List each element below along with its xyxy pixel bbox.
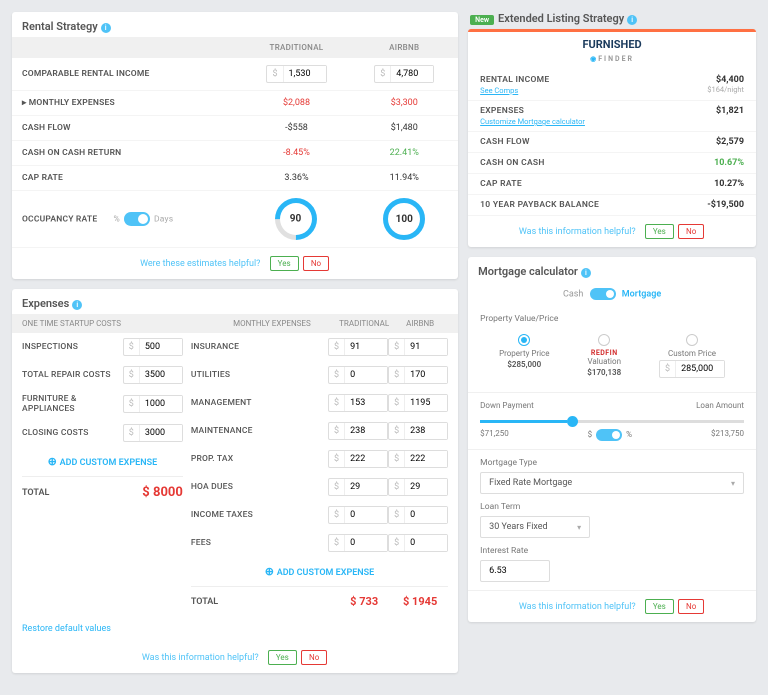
dp-slider[interactable] bbox=[480, 420, 744, 423]
maint-trad[interactable]: $ bbox=[328, 422, 388, 440]
custom-price-input[interactable]: $ bbox=[659, 360, 725, 378]
expenses-header: ONE TIME STARTUP COSTS MONTHLY EXPENSES … bbox=[12, 314, 458, 333]
info-icon[interactable]: i bbox=[627, 15, 637, 25]
no-button[interactable]: No bbox=[678, 599, 704, 614]
yes-button[interactable]: Yes bbox=[645, 224, 674, 239]
mc-tabs: Cash Mortgage bbox=[468, 282, 756, 306]
col-traditional: TRADITIONAL bbox=[243, 37, 351, 58]
occupancy-airbnb-gauge: 100 bbox=[383, 198, 425, 240]
opt-custom-price[interactable]: Custom Price$ bbox=[659, 334, 725, 378]
utilities-airbnb[interactable]: $ bbox=[388, 366, 448, 384]
rental-helpful: Were these estimates helpful? Yes No bbox=[12, 248, 458, 279]
inctax-trad[interactable]: $ bbox=[328, 506, 388, 524]
yes-button[interactable]: Yes bbox=[268, 650, 297, 665]
rental-strategy-card: Rental Strategyi TRADITIONALAIRBNB COMPA… bbox=[12, 12, 458, 279]
proptax-trad[interactable]: $ bbox=[328, 450, 388, 468]
insurance-airbnb[interactable]: $ bbox=[388, 338, 448, 356]
mortgage-calc-card: Mortgage calculatori Cash Mortgage Prope… bbox=[468, 257, 756, 622]
mc-helpful: Was this information helpful? Yes No bbox=[468, 591, 756, 622]
add-monthly-expense[interactable]: ADD CUSTOM EXPENSE bbox=[191, 557, 448, 586]
opt-redfin[interactable]: REDFINValuation$170,138 bbox=[587, 334, 621, 378]
mgmt-trad[interactable]: $ bbox=[328, 394, 388, 412]
insurance-trad[interactable]: $ bbox=[328, 338, 388, 356]
monthly-costs-col: INSURANCE$$ UTILITIES$$ MANAGEMENT$$ MAI… bbox=[191, 333, 448, 616]
add-startup-expense[interactable]: ADD CUSTOM EXPENSE bbox=[22, 447, 183, 476]
rental-title: Rental Strategyi bbox=[12, 12, 458, 37]
rental-table: TRADITIONALAIRBNB COMPARABLE RENTAL INCO… bbox=[12, 37, 458, 248]
no-button[interactable]: No bbox=[301, 650, 327, 665]
hoa-airbnb[interactable]: $ bbox=[388, 478, 448, 496]
no-button[interactable]: No bbox=[678, 224, 704, 239]
yes-button[interactable]: Yes bbox=[270, 256, 299, 271]
maint-airbnb[interactable]: $ bbox=[388, 422, 448, 440]
mgmt-airbnb[interactable]: $ bbox=[388, 394, 448, 412]
dollar-pct-toggle[interactable] bbox=[596, 429, 622, 441]
monthly-total-airbnb: $ 1945 bbox=[392, 595, 448, 608]
fees-airbnb[interactable]: $ bbox=[388, 534, 448, 552]
yes-button[interactable]: Yes bbox=[645, 599, 674, 614]
monthly-total-trad: $ 733 bbox=[336, 595, 392, 608]
customize-link[interactable]: Customize Mortgage calculator bbox=[480, 117, 585, 126]
expenses-card: Expensesi ONE TIME STARTUP COSTS MONTHLY… bbox=[12, 289, 458, 673]
furnished-finder-logo: FURNISHED◉FINDER bbox=[468, 32, 756, 70]
interest-rate-input[interactable] bbox=[480, 560, 550, 582]
tab-cash[interactable]: Cash bbox=[563, 289, 583, 299]
see-comps-link[interactable]: See Comps bbox=[480, 86, 549, 95]
la-label: Loan Amount bbox=[696, 401, 744, 410]
cash-mortgage-toggle[interactable] bbox=[590, 288, 616, 300]
new-badge: New bbox=[470, 15, 494, 25]
utilities-trad[interactable]: $ bbox=[328, 366, 388, 384]
comparable-trad-input[interactable]: $ bbox=[266, 65, 326, 83]
fees-trad[interactable]: $ bbox=[328, 534, 388, 552]
startup-total: $ 8000 bbox=[142, 485, 183, 500]
startup-costs-col: INSPECTIONS$ TOTAL REPAIR COSTS$ FURNITU… bbox=[22, 333, 183, 616]
info-icon[interactable]: i bbox=[72, 300, 82, 310]
la-value: $213,750 bbox=[711, 429, 744, 441]
hoa-trad[interactable]: $ bbox=[328, 478, 388, 496]
dp-value: $71,250 bbox=[480, 429, 509, 441]
info-icon[interactable]: i bbox=[101, 23, 111, 33]
loan-term-select[interactable]: 30 Years Fixed bbox=[480, 516, 590, 538]
row-comparable: COMPARABLE RENTAL INCOME bbox=[12, 58, 243, 91]
ext-helpful: Was this information helpful? Yes No bbox=[468, 216, 756, 247]
occupancy-toggle[interactable] bbox=[124, 212, 150, 226]
opt-property-price[interactable]: Property Price$285,000 bbox=[499, 334, 549, 378]
closing-input[interactable]: $ bbox=[123, 424, 183, 442]
col-airbnb: AIRBNB bbox=[350, 37, 458, 58]
pvp-label: Property Value/Price bbox=[480, 314, 744, 324]
expenses-helpful: Was this information helpful? Yes No bbox=[12, 642, 458, 673]
occupancy-label: OCCUPANCY RATE %Days bbox=[12, 191, 243, 248]
restore-defaults[interactable]: Restore default values bbox=[12, 616, 458, 642]
furniture-input[interactable]: $ bbox=[123, 395, 183, 413]
occupancy-trad-gauge: 90 bbox=[267, 189, 326, 248]
no-button[interactable]: No bbox=[303, 256, 329, 271]
inspections-input[interactable]: $ bbox=[123, 338, 183, 356]
mc-title: Mortgage calculatori bbox=[468, 257, 756, 282]
inctax-airbnb[interactable]: $ bbox=[388, 506, 448, 524]
comparable-airbnb-input[interactable]: $ bbox=[374, 65, 434, 83]
dp-label: Down Payment bbox=[480, 401, 534, 410]
info-icon[interactable]: i bbox=[581, 268, 591, 278]
expenses-title: Expensesi bbox=[12, 289, 458, 314]
repair-input[interactable]: $ bbox=[123, 366, 183, 384]
proptax-airbnb[interactable]: $ bbox=[388, 450, 448, 468]
row-monthly-exp[interactable]: ▸ MONTHLY EXPENSES bbox=[12, 91, 243, 116]
extended-listing-wrapper: NewExtended Listing Strategyi FURNISHED◉… bbox=[468, 12, 756, 247]
tab-mortgage[interactable]: Mortgage bbox=[622, 289, 661, 299]
extended-card: FURNISHED◉FINDER RENTAL INCOMESee Comps$… bbox=[468, 29, 756, 247]
mortgage-type-select[interactable]: Fixed Rate Mortgage bbox=[480, 472, 744, 494]
